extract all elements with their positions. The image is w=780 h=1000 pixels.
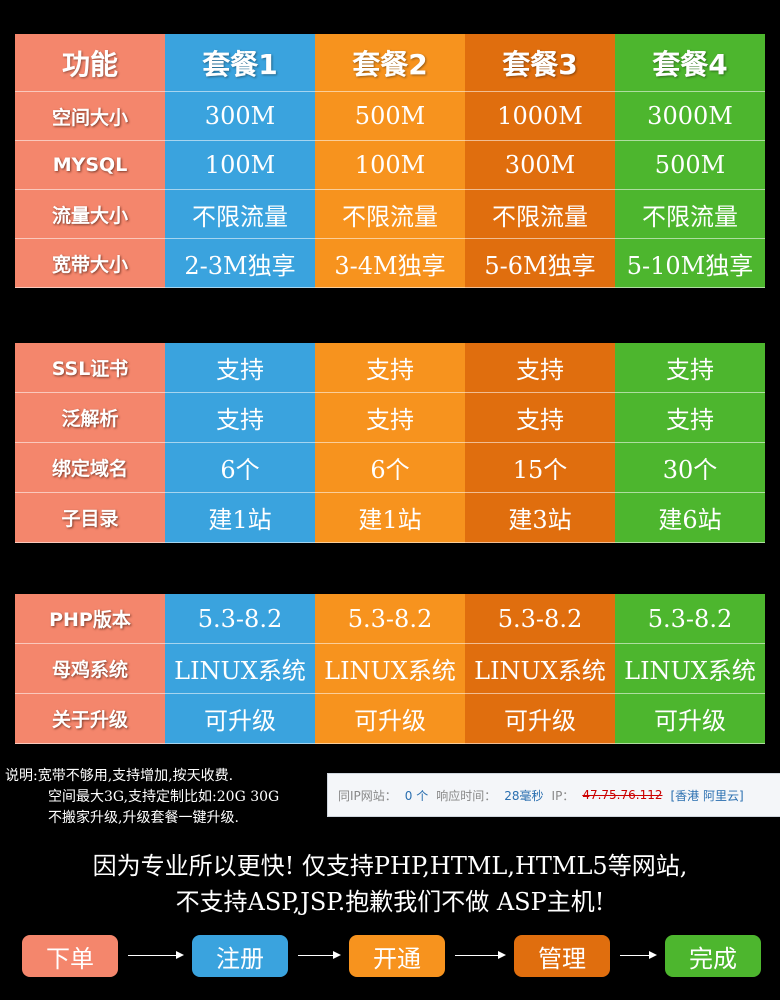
value: 0 个 bbox=[404, 788, 429, 803]
value: [香港 阿里云] bbox=[670, 788, 744, 803]
ip-info: 同IP网站： 0 个 响应时间： 28毫秒 IP： 47.75.76.112 [… bbox=[327, 773, 780, 817]
table-cell: 6个 bbox=[315, 443, 465, 493]
row-label: SSL证书 bbox=[15, 343, 165, 393]
table-cell: 1000M bbox=[465, 92, 615, 141]
table-cell: 可升级 bbox=[165, 694, 315, 744]
table-cell: 5-6M独享 bbox=[465, 239, 615, 288]
table-cell: 2-3M独享 bbox=[165, 239, 315, 288]
row-label: 绑定域名 bbox=[15, 443, 165, 493]
row-label: 宽带大小 bbox=[15, 239, 165, 288]
label: 响应时间： bbox=[436, 788, 497, 803]
table-cell: 5.3-8.2 bbox=[615, 594, 765, 644]
row-label: 关于升级 bbox=[15, 694, 165, 744]
header-cell: 套餐2 bbox=[315, 34, 465, 92]
table-cell: 支持 bbox=[465, 393, 615, 443]
table-cell: 可升级 bbox=[615, 694, 765, 744]
note-line: 空间最大3G,支持定制比如:20G 30G bbox=[48, 789, 280, 805]
table-cell: 建6站 bbox=[615, 493, 765, 543]
table-cell: 可升级 bbox=[315, 694, 465, 744]
label: 同IP网站： bbox=[338, 788, 397, 803]
slogan-line: 不支持ASP,JSP.抱歉我们不做 ASP主机! bbox=[175, 888, 605, 916]
table-cell: 3000M bbox=[615, 92, 765, 141]
value: 28毫秒 bbox=[504, 788, 544, 803]
note-line: 说明:宽带不够用,支持增加,按天收费. bbox=[5, 768, 234, 784]
table-cell: 支持 bbox=[165, 343, 315, 393]
table-cell: 30个 bbox=[615, 443, 765, 493]
table-cell: 支持 bbox=[465, 343, 615, 393]
table-cell: 3-4M独享 bbox=[315, 239, 465, 288]
table-cell: 支持 bbox=[315, 393, 465, 443]
table-cell: 6个 bbox=[165, 443, 315, 493]
table-cell: 500M bbox=[315, 92, 465, 141]
table-cell: 5.3-8.2 bbox=[465, 594, 615, 644]
table-cell: 不限流量 bbox=[465, 190, 615, 239]
value: 47.75.76.112 bbox=[582, 788, 663, 802]
table-cell: 支持 bbox=[615, 343, 765, 393]
table-cell: 15个 bbox=[465, 443, 615, 493]
note-line: 不搬家升级,升级套餐一键升级. bbox=[48, 810, 239, 826]
table-cell: 5.3-8.2 bbox=[165, 594, 315, 644]
row-label: MYSQL bbox=[15, 141, 165, 190]
arrow bbox=[455, 951, 506, 959]
step-button: 下单 bbox=[22, 935, 118, 977]
arrow bbox=[620, 951, 657, 959]
header-cell: 套餐4 bbox=[615, 34, 765, 92]
table-cell: 300M bbox=[165, 92, 315, 141]
table-cell: 不限流量 bbox=[615, 190, 765, 239]
step-button: 开通 bbox=[349, 935, 445, 977]
table-cell: 支持 bbox=[315, 343, 465, 393]
row-label: 母鸡系统 bbox=[15, 644, 165, 694]
label: IP： bbox=[551, 788, 575, 803]
row-label: 空间大小 bbox=[15, 92, 165, 141]
arrow bbox=[298, 951, 341, 959]
step-button: 完成 bbox=[665, 935, 761, 977]
header-cell: 套餐1 bbox=[165, 34, 315, 92]
table-cell: 可升级 bbox=[465, 694, 615, 744]
arrow bbox=[128, 951, 184, 959]
step-button: 注册 bbox=[192, 935, 288, 977]
table-cell: 500M bbox=[615, 141, 765, 190]
row-label: 流量大小 bbox=[15, 190, 165, 239]
table-cell: 300M bbox=[465, 141, 615, 190]
table-cell: LINUX系统 bbox=[315, 644, 465, 694]
table-cell: 5.3-8.2 bbox=[315, 594, 465, 644]
table-cell: 支持 bbox=[165, 393, 315, 443]
table-cell: LINUX系统 bbox=[465, 644, 615, 694]
table-cell: 支持 bbox=[615, 393, 765, 443]
step-button: 管理 bbox=[514, 935, 610, 977]
row-label: PHP版本 bbox=[15, 594, 165, 644]
row-label: 子目录 bbox=[15, 493, 165, 543]
row-label: 泛解析 bbox=[15, 393, 165, 443]
table-cell: 不限流量 bbox=[165, 190, 315, 239]
table-cell: 建1站 bbox=[165, 493, 315, 543]
table-cell: LINUX系统 bbox=[615, 644, 765, 694]
slogan-line: 因为专业所以更快! 仅支持PHP,HTML,HTML5等网站, bbox=[92, 852, 688, 880]
header-cell: 套餐3 bbox=[465, 34, 615, 92]
table-cell: 建1站 bbox=[315, 493, 465, 543]
table-cell: 100M bbox=[165, 141, 315, 190]
table-cell: 5-10M独享 bbox=[615, 239, 765, 288]
table-cell: LINUX系统 bbox=[165, 644, 315, 694]
table-cell: 不限流量 bbox=[315, 190, 465, 239]
table-cell: 建3站 bbox=[465, 493, 615, 543]
table-cell: 100M bbox=[315, 141, 465, 190]
header-cell: 功能 bbox=[15, 34, 165, 92]
